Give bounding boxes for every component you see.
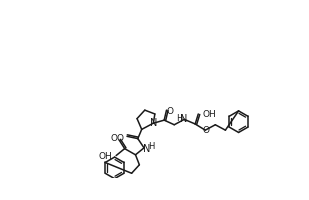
Text: N: N	[180, 113, 187, 123]
Text: OH: OH	[99, 151, 112, 160]
Text: N: N	[150, 118, 158, 128]
Text: O: O	[202, 125, 210, 134]
Text: H: H	[176, 114, 183, 123]
Text: O: O	[167, 106, 174, 115]
Text: O: O	[111, 134, 118, 143]
Text: OH: OH	[202, 110, 216, 119]
Text: O: O	[116, 133, 123, 142]
Text: N: N	[143, 143, 151, 153]
Text: H: H	[148, 141, 154, 150]
